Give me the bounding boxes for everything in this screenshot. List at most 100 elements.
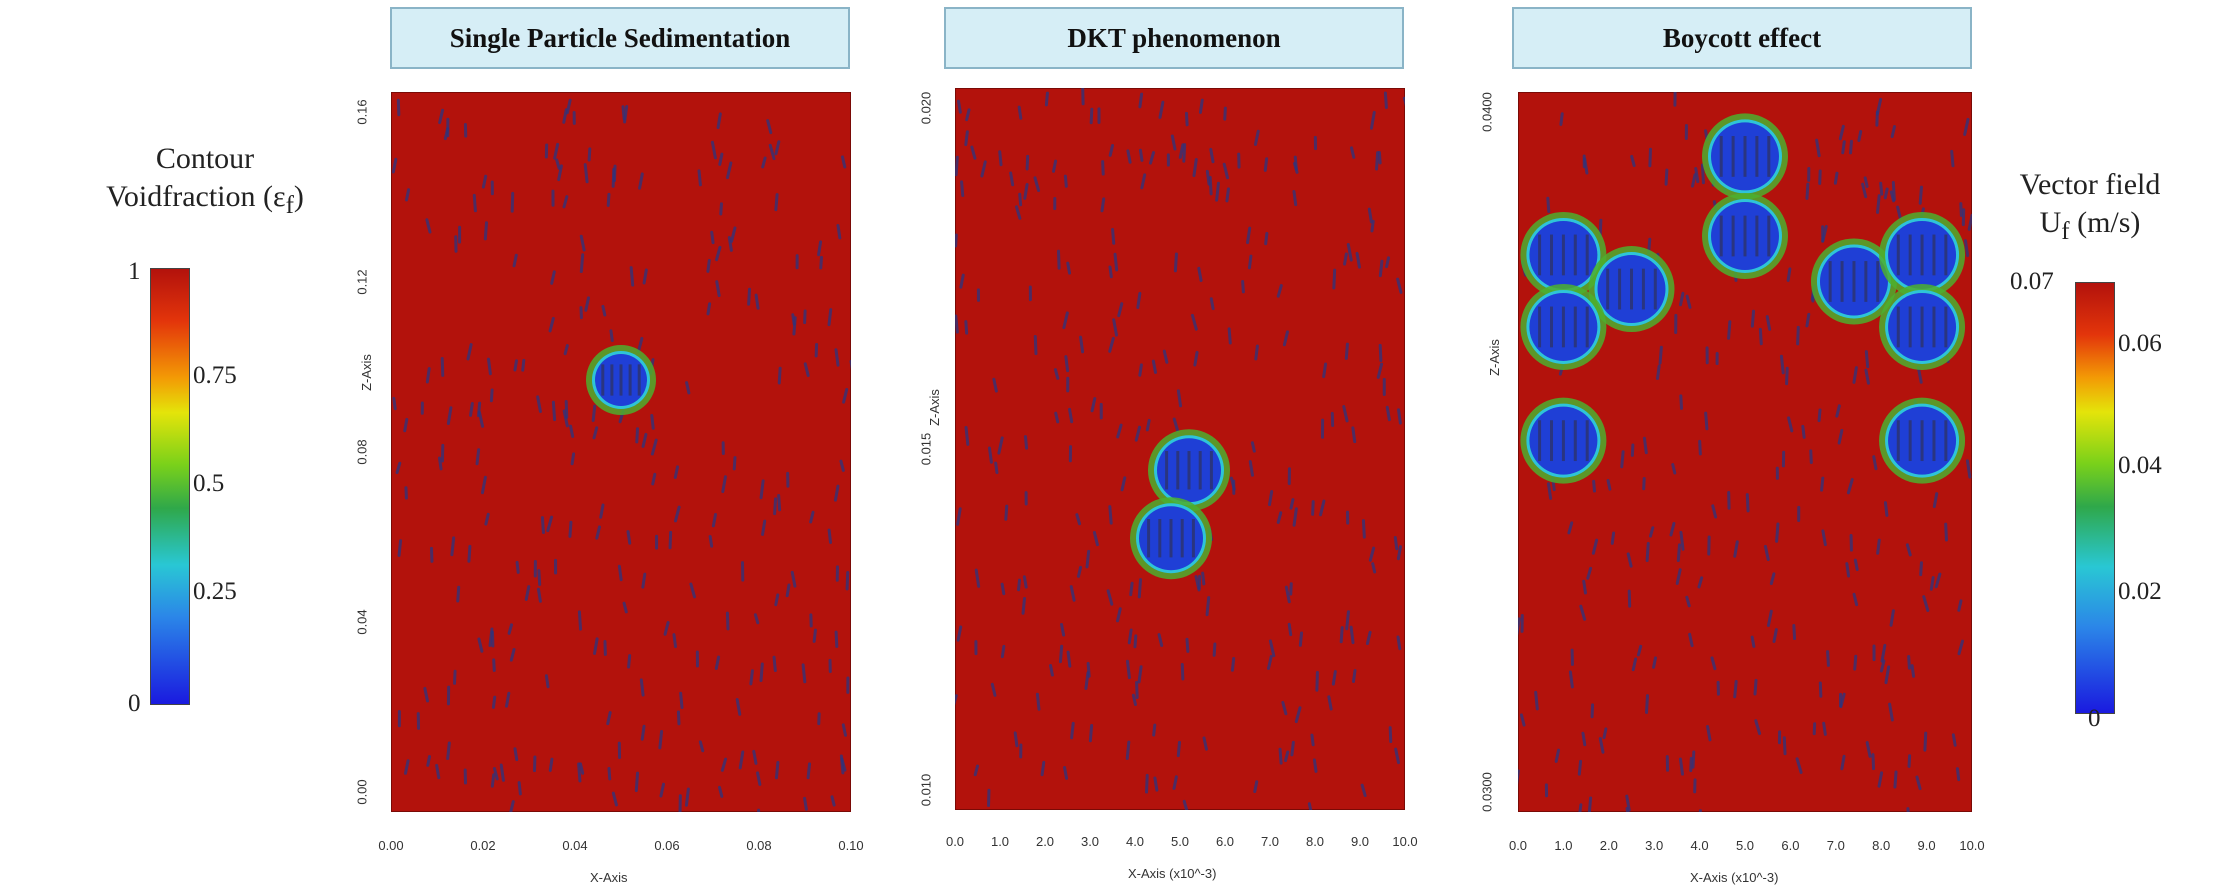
- vector-glyph: [635, 427, 640, 444]
- y-tick-label: 0.00: [354, 779, 370, 805]
- vector-glyph: [583, 163, 589, 184]
- x-tick-label: 3.0: [1080, 834, 1100, 849]
- vector-glyph: [1004, 504, 1009, 521]
- vector-glyph: [1890, 125, 1896, 138]
- left-colorbar-tick: 0.75: [193, 362, 237, 389]
- vector-glyph: [827, 528, 833, 544]
- vector-glyph: [1922, 595, 1930, 612]
- vector-glyph: [1000, 582, 1006, 596]
- vector-glyph: [1198, 98, 1204, 114]
- vector-glyph: [1339, 626, 1344, 644]
- vector-glyph: [1346, 242, 1353, 262]
- vector-glyph: [481, 174, 488, 189]
- vector-glyph: [1290, 740, 1295, 757]
- right-colorbar-tick: 0.06: [2118, 330, 2162, 357]
- vector-glyph: [1192, 158, 1198, 178]
- vector-glyph: [1631, 657, 1638, 672]
- vector-glyph: [1361, 519, 1366, 539]
- vector-glyph: [1345, 610, 1350, 631]
- vector-glyph: [1577, 759, 1583, 776]
- vector-glyph: [1106, 589, 1114, 606]
- vector-glyph: [593, 637, 599, 655]
- vector-glyph: [640, 724, 646, 741]
- vector-glyph: [1750, 309, 1756, 328]
- vector-glyph: [1578, 803, 1583, 812]
- x-tick-label: 0.0: [1508, 838, 1528, 853]
- x-tick-label: 5.0: [1735, 838, 1755, 853]
- vector-glyph: [1116, 607, 1122, 623]
- vector-glyph: [663, 621, 670, 636]
- right-colorbar-tick: 0.04: [2118, 452, 2162, 479]
- vector-glyph: [836, 223, 842, 240]
- vector-glyph: [1704, 411, 1709, 431]
- vector-glyph: [1022, 575, 1028, 589]
- vector-glyph: [1148, 151, 1156, 165]
- vector-glyph: [1845, 562, 1851, 578]
- vector-glyph: [1630, 154, 1636, 168]
- vector-glyph: [1246, 226, 1252, 245]
- vector-glyph: [1620, 450, 1625, 469]
- vector-glyph: [579, 253, 585, 273]
- vector-glyph: [1182, 143, 1187, 163]
- vector-glyph: [1053, 368, 1060, 380]
- vector-glyph: [1351, 668, 1357, 683]
- vector-glyph: [1805, 182, 1810, 200]
- vector-glyph: [774, 760, 780, 780]
- vector-glyph: [1035, 692, 1041, 711]
- vector-glyph: [1907, 754, 1912, 768]
- vector-glyph: [959, 273, 965, 289]
- vector-glyph: [650, 414, 655, 430]
- vector-glyph: [1063, 174, 1068, 188]
- vector-glyph: [1052, 159, 1058, 173]
- vector-glyph: [956, 507, 962, 526]
- vector-glyph: [1253, 129, 1260, 146]
- vector-glyph: [1023, 435, 1029, 450]
- panel-2-title: DKT phenomenon: [944, 7, 1404, 69]
- x-tick-label: 4.0: [1125, 834, 1145, 849]
- vector-glyph: [1393, 536, 1399, 551]
- vector-glyph: [1546, 196, 1551, 214]
- vector-glyph: [1145, 418, 1151, 432]
- vector-glyph: [1733, 679, 1738, 699]
- vector-glyph: [437, 456, 443, 471]
- vector-glyph: [711, 512, 718, 528]
- vector-glyph: [562, 409, 569, 428]
- vector-glyph: [1062, 311, 1069, 330]
- vector-glyph: [1151, 359, 1158, 374]
- panel-1-title: Single Particle Sedimentation: [390, 7, 850, 69]
- vector-glyph: [1934, 572, 1942, 589]
- x-tick-label: 1.0: [1554, 838, 1573, 853]
- vector-glyph: [587, 147, 592, 162]
- vector-glyph: [521, 358, 526, 372]
- vector-glyph: [964, 425, 970, 446]
- vector-glyph: [1879, 659, 1886, 673]
- vector-glyph: [1023, 182, 1029, 200]
- vector-glyph: [956, 99, 962, 114]
- vector-glyph: [1315, 671, 1319, 692]
- left-colorbar-label-text: Voidfraction (ε: [106, 180, 286, 213]
- vector-glyph: [1327, 695, 1333, 711]
- vector-glyph: [1648, 147, 1652, 168]
- vector-glyph: [1058, 644, 1064, 664]
- vector-glyph: [509, 800, 515, 812]
- vector-glyph: [1205, 596, 1211, 617]
- panel-2-plot: [955, 88, 1405, 810]
- panel-2-field: [955, 88, 1405, 810]
- vector-glyph: [569, 424, 575, 438]
- vector-glyph: [599, 503, 605, 519]
- vector-glyph: [509, 647, 516, 662]
- vector-glyph: [1190, 313, 1198, 331]
- left-colorbar-label-sub: f: [285, 192, 294, 219]
- x-tick-label: 2.0: [1599, 838, 1618, 853]
- vector-glyph: [1957, 599, 1963, 612]
- vector-glyph: [1378, 259, 1384, 278]
- vector-glyph: [1676, 543, 1681, 562]
- vector-glyph: [827, 308, 833, 327]
- vector-glyph: [1849, 139, 1853, 155]
- vector-glyph: [791, 313, 796, 326]
- right-colorbar-gradient: [2075, 282, 2115, 714]
- vector-glyph: [1332, 268, 1337, 290]
- vector-glyph: [803, 796, 808, 811]
- vector-glyph: [577, 762, 582, 783]
- vector-glyph: [1772, 628, 1778, 643]
